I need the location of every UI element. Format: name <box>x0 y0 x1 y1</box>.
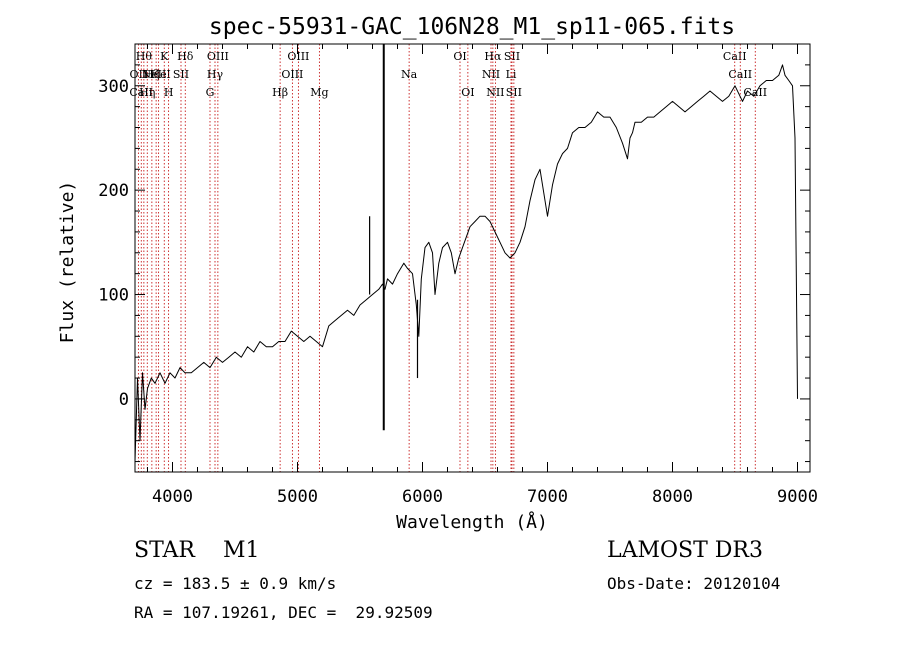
x-tick-label: 7000 <box>527 487 568 507</box>
object-class: STAR M1 <box>134 538 260 563</box>
axes: 4000 5000 6000 7000 8000 9000 0 100 200 300 <box>98 43 818 507</box>
line-marker-label: CaII <box>723 50 747 63</box>
line-marker-label: Hδ <box>177 50 194 63</box>
y-tick-label: 200 <box>98 181 129 201</box>
line-marker-label: Hζ <box>144 68 160 81</box>
line-marker-label: SII <box>504 50 520 63</box>
x-tick-label: 5000 <box>277 487 318 507</box>
line-marker-label: Mg <box>310 86 328 99</box>
y-tick-label: 0 <box>119 390 129 410</box>
line-marker-label: CaII <box>743 86 767 99</box>
x-tick-label: 4000 <box>152 487 193 507</box>
line-marker-label: Na <box>401 68 418 81</box>
observation-date: Obs-Date: 20120104 <box>607 574 781 593</box>
line-marker-label: K <box>160 50 169 63</box>
y-tick-label: 300 <box>98 77 129 97</box>
spectrum-data <box>134 44 798 462</box>
x-tick-label: 8000 <box>652 487 693 507</box>
line-marker-label: Hθ <box>136 50 153 63</box>
line-marker-label: OIII <box>287 50 309 63</box>
x-axis-label: Wavelength (Å) <box>396 511 548 533</box>
line-marker-label: NeIII <box>142 68 171 81</box>
plot-frame <box>134 43 811 473</box>
line-marker-label: OII <box>130 68 148 81</box>
line-marker-label: SII <box>173 68 189 81</box>
line-marker-label: H <box>164 86 174 99</box>
line-marker-label: OIII <box>207 50 229 63</box>
line-marker-label: SII <box>506 86 522 99</box>
y-axis-label: Flux (relative) <box>57 181 78 344</box>
line-marker-label: CaII <box>728 68 752 81</box>
survey-name: LAMOST DR3 <box>607 538 763 563</box>
chart-title: spec-55931-GAC_106N28_M1_sp11-065.fits <box>209 14 735 40</box>
line-marker-label: NII <box>486 86 504 99</box>
line-marker-label: Hγ <box>207 68 224 81</box>
line-marker-label: OI <box>453 50 466 63</box>
line-marker-label: He <box>151 68 167 81</box>
x-tick-label: 9000 <box>777 487 818 507</box>
x-tick-label: 6000 <box>402 487 443 507</box>
line-marker-label: Hβ <box>272 86 288 99</box>
redshift-velocity: cz = 183.5 ± 0.9 km/s <box>134 574 337 593</box>
line-marker-label: Li <box>506 68 517 81</box>
line-marker-label: OIII <box>281 68 303 81</box>
line-marker-label: G <box>206 86 215 99</box>
line-marker-label: Hα <box>484 50 502 63</box>
spectrum-line-spectrum <box>134 64 798 462</box>
line-marker-label: OI <box>461 86 474 99</box>
coordinates: RA = 107.19261, DEC = 29.92509 <box>134 603 433 622</box>
y-tick-label: 100 <box>98 286 129 306</box>
line-marker-label: NII <box>482 68 500 81</box>
line-marker-label: Hη <box>139 86 155 99</box>
